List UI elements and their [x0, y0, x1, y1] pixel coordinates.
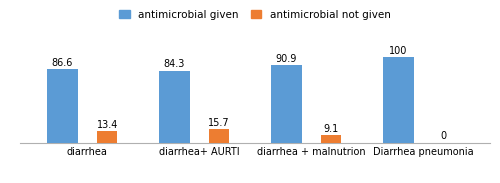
Bar	[159, 71, 190, 143]
Bar	[270, 65, 302, 143]
Bar	[321, 135, 341, 143]
Text: 13.4: 13.4	[96, 120, 118, 130]
Text: 9.1: 9.1	[324, 124, 338, 134]
Text: 15.7: 15.7	[208, 118, 230, 128]
Bar	[47, 69, 78, 143]
Text: 0: 0	[440, 131, 446, 141]
Text: 84.3: 84.3	[164, 59, 185, 70]
Legend: antimicrobial given, antimicrobial not given: antimicrobial given, antimicrobial not g…	[120, 10, 390, 20]
Bar	[97, 131, 117, 143]
Text: 86.6: 86.6	[52, 57, 73, 68]
Text: 100: 100	[389, 46, 407, 56]
Text: 90.9: 90.9	[276, 54, 297, 64]
Bar	[382, 57, 414, 143]
Bar	[209, 129, 230, 143]
